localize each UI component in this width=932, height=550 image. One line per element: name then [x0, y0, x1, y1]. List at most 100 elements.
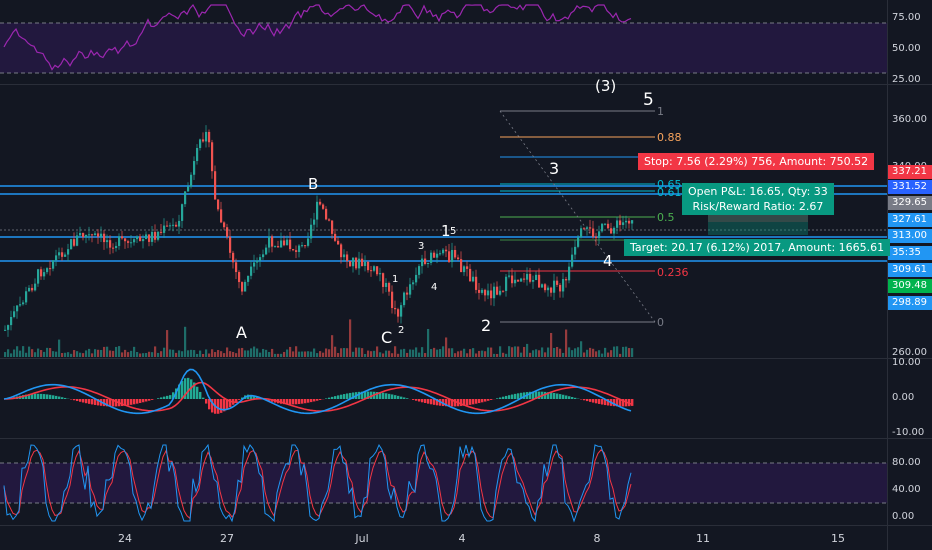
macd-histogram-bar [367, 391, 370, 399]
open-pnl-label[interactable]: Open P&L: 16.65, Qty: 33 Risk/Reward Rat… [682, 183, 834, 215]
volume-bar [214, 352, 217, 357]
macd-histogram-bar [553, 392, 556, 399]
volume-bar [262, 348, 265, 357]
macd-histogram-bar [46, 394, 49, 399]
volume-bar [331, 335, 334, 357]
candle-body [7, 325, 10, 330]
candle-body [610, 228, 613, 234]
fib-label: 1 [657, 105, 664, 118]
candle-body [46, 268, 49, 273]
macd-pane[interactable] [0, 359, 887, 438]
x-axis-label: 27 [220, 532, 234, 545]
candle-body [346, 254, 349, 262]
macd-histogram-bar [37, 393, 40, 399]
macd-histogram-bar [187, 377, 190, 399]
rsi-tick: 50.00 [892, 43, 921, 54]
macd-histogram-bar [403, 397, 406, 399]
volume-bar [166, 330, 169, 357]
volume-bar [79, 352, 82, 357]
candle-body [562, 279, 565, 292]
volume-bar [217, 350, 220, 357]
volume-bar [589, 347, 592, 357]
macd-histogram-bar [376, 392, 379, 399]
candle-body [292, 249, 295, 251]
x-axis-label: 24 [118, 532, 132, 545]
candle-body [163, 225, 166, 233]
candle-body [61, 252, 64, 257]
target-label[interactable]: Target: 20.17 (6.12%) 2017, Amount: 1665… [624, 239, 891, 256]
candle-body [613, 227, 616, 234]
volume-bar [85, 350, 88, 357]
candle-body [511, 275, 514, 284]
volume-bar [373, 350, 376, 357]
volume-bar [97, 349, 100, 357]
volume-bar [604, 347, 607, 357]
wave-label-1: 1 [441, 222, 451, 240]
stoch-d-line [3, 449, 632, 520]
macd-histogram-bar [391, 394, 394, 399]
macd-histogram-bar [334, 396, 337, 399]
macd-histogram-bar [568, 396, 571, 399]
candle-body [280, 240, 283, 248]
candle-body [85, 234, 88, 238]
stoch-pane[interactable] [0, 439, 887, 525]
macd-histogram-bar [316, 399, 319, 401]
x-axis-label: 4 [458, 532, 466, 545]
macd-histogram-bar [31, 393, 34, 399]
stop-loss-label[interactable]: Stop: 7.56 (2.29%) 756, Amount: 750.52 [638, 153, 875, 170]
macd-histogram-bar [253, 395, 256, 399]
candle-body [382, 273, 385, 287]
volume-bar [220, 351, 223, 357]
volume-bar [268, 352, 271, 357]
macd-histogram-bar [601, 399, 604, 405]
volume-bar [61, 352, 64, 357]
countdown-tag: 35:35 [888, 246, 932, 260]
macd-histogram-bar [310, 399, 313, 403]
volume-bar [175, 352, 178, 357]
volume-bar [409, 349, 412, 357]
pane-separator [0, 525, 932, 526]
candle-body [31, 287, 34, 291]
macd-histogram-bar [151, 399, 154, 400]
price-tag-line: 327.61 [888, 213, 932, 227]
volume-bar [103, 346, 106, 357]
macd-histogram-bar [94, 399, 97, 405]
candle-body [574, 246, 577, 255]
macd-histogram-bar [55, 395, 58, 399]
volume-bar [142, 353, 145, 357]
candle-body [115, 245, 118, 249]
wave-label-2: 2 [481, 316, 492, 335]
pane-separator [0, 438, 932, 439]
candle-body [454, 249, 457, 258]
macd-histogram-bar [196, 386, 199, 399]
volume-bar [367, 350, 370, 357]
volume-bar [457, 351, 460, 357]
macd-histogram-bar [433, 399, 436, 405]
volume-bar [478, 350, 481, 357]
volume-bar [451, 348, 454, 357]
volume-bar [112, 350, 115, 357]
candle-body [172, 224, 175, 226]
macd-histogram-bar [304, 399, 307, 404]
price-tag-stop: 337.21 [888, 165, 932, 179]
rsi-pane[interactable] [0, 0, 887, 84]
candle-body [145, 234, 148, 240]
volume-bar [427, 328, 430, 357]
volume-bar [73, 350, 76, 357]
macd-histogram-bar [178, 384, 181, 399]
volume-bar [304, 351, 307, 357]
candle-body [385, 282, 388, 287]
volume-bar [298, 351, 301, 357]
stoch-tick: 0.00 [892, 511, 915, 522]
candle-body [601, 223, 604, 232]
macd-histogram-bar [622, 399, 625, 407]
macd-histogram-bar [478, 399, 481, 404]
macd-histogram-bar [604, 399, 607, 406]
volume-bar [22, 346, 25, 357]
volume-bar [253, 346, 256, 357]
candle-body [322, 204, 325, 209]
volume-bar [106, 346, 109, 357]
candle-body [190, 174, 193, 187]
volume-bar [139, 353, 142, 357]
candle-body [19, 304, 22, 306]
